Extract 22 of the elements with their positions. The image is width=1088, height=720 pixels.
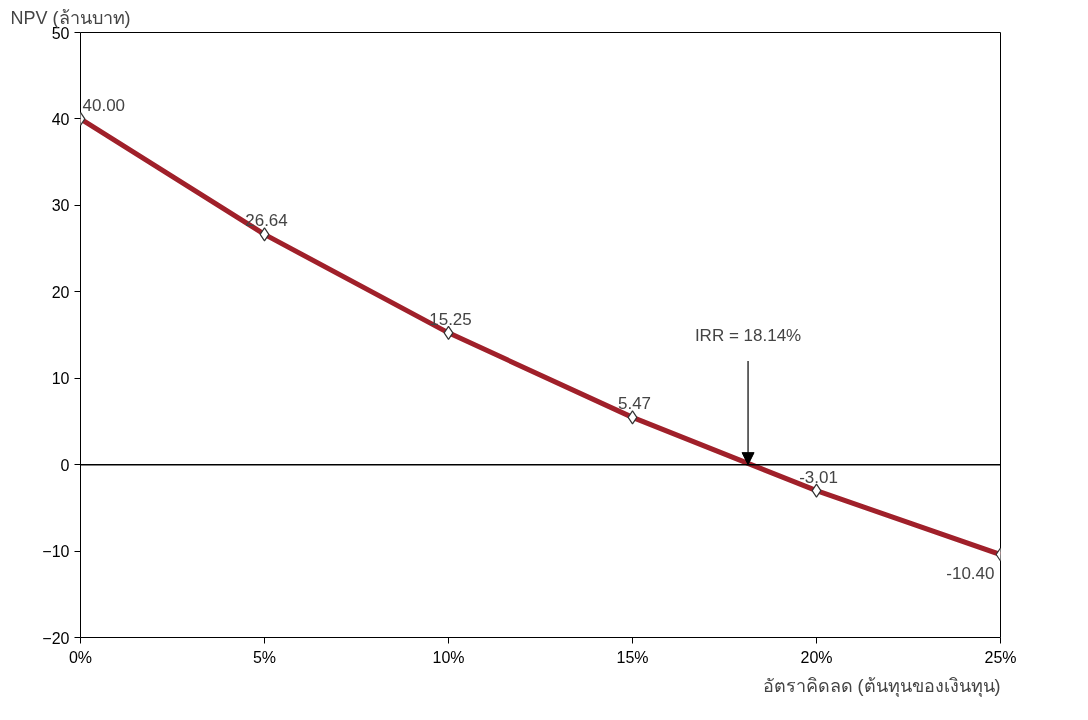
data-label: 26.64 <box>245 211 288 231</box>
x-tick-label: 20% <box>800 648 833 666</box>
data-label: -3.01 <box>799 467 838 487</box>
x-tick-label: 15% <box>616 648 649 666</box>
y-tick-label: −20 <box>42 629 70 647</box>
x-tick-label: 5% <box>252 648 277 666</box>
x-tick-label: 0% <box>68 648 93 666</box>
y-axis-title: NPV (ล้านบาท) <box>10 7 131 28</box>
data-label: 15.25 <box>429 309 472 329</box>
x-tick-label: 25% <box>984 648 1017 666</box>
y-tick-label: −10 <box>42 543 70 561</box>
y-tick-label: 0 <box>60 456 70 474</box>
y-tick-label: 10 <box>51 370 70 388</box>
x-tick-label: 10% <box>432 648 465 666</box>
y-tick-label: 30 <box>51 197 70 215</box>
annotation: IRR = 18.14% <box>694 325 802 345</box>
y-tick-label: 40 <box>51 110 70 128</box>
x-axis-title: อัตราคิดลด (ต้นทุนของเงินทุน) <box>762 675 1001 697</box>
y-tick-label: 20 <box>51 283 70 301</box>
data-label: -10.40 <box>946 563 995 583</box>
data-label: 5.47 <box>617 394 652 414</box>
data-label: 40.00 <box>82 95 126 115</box>
